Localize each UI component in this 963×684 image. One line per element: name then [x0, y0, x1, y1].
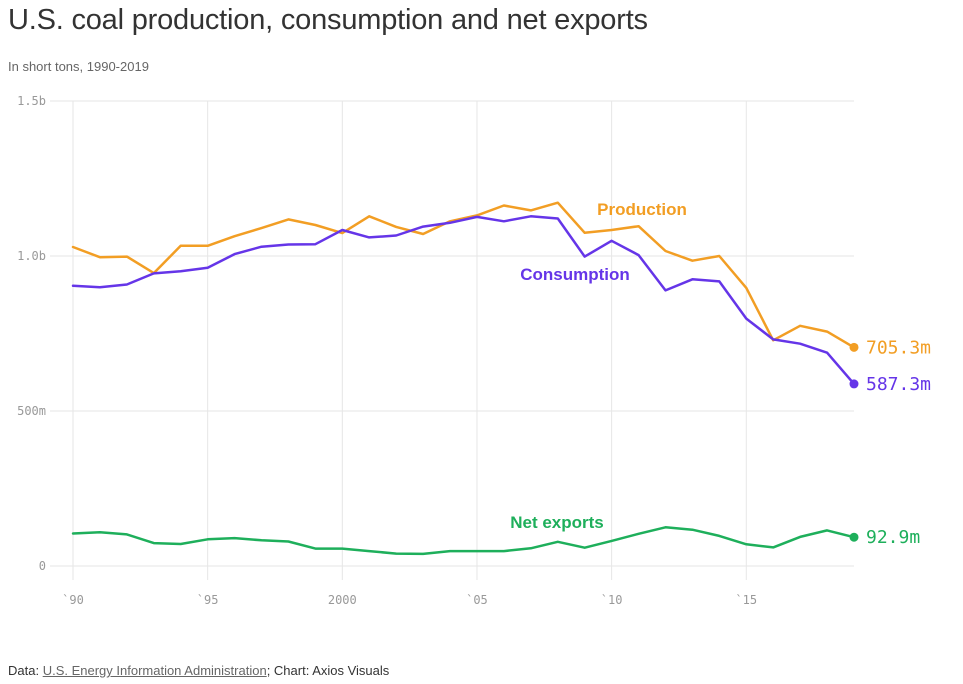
y-axis: 0 500m 1.0b 1.5b [17, 94, 46, 573]
consumption-line [71, 215, 856, 386]
production-label: Production [597, 200, 687, 219]
line-chart: `90 `95 2000 `05 `10 `15 0 500m 1.0b 1.5b 705.3m… [17, 94, 931, 607]
production-end-value: 705.3m [866, 337, 931, 358]
series-lines [71, 201, 859, 556]
net-exports-end-value: 92.9m [866, 527, 920, 548]
footer-suffix: ; Chart: Axios Visuals [266, 663, 390, 678]
x-tick-label: `05 [466, 593, 488, 607]
series-labels: 705.3m Production 587.3m Consumption 92.9m Ne… [510, 200, 931, 548]
consumption-label: Consumption [520, 265, 630, 284]
x-tick-label: `95 [197, 593, 219, 607]
chart-title: U.S. coal production, consumption and ne… [8, 4, 648, 36]
net-exports-line [71, 526, 856, 556]
net-exports-label: Net exports [510, 513, 604, 532]
consumption-end-value: 587.3m [866, 374, 931, 395]
source-link[interactable]: U.S. Energy Information Administration [42, 663, 267, 678]
y-tick-label: 0 [39, 559, 46, 573]
y-tick-label: 500m [17, 404, 46, 418]
y-tick-label: 1.0b [17, 249, 46, 263]
x-axis: `90 `95 2000 `05 `10 `15 [62, 593, 757, 607]
production-line [71, 201, 856, 349]
y-tick-label: 1.5b [17, 94, 46, 108]
production-end-point [849, 342, 859, 352]
x-tick-label: `90 [62, 593, 84, 607]
chart-subtitle: In short tons, 1990-2019 [8, 59, 149, 74]
consumption-end-point [849, 379, 859, 389]
x-tick-label: 2000 [328, 593, 357, 607]
footer-prefix: Data: [8, 663, 43, 678]
x-tick-label: `15 [735, 593, 757, 607]
net-exports-end-point [849, 532, 859, 542]
grid-lines [50, 100, 854, 580]
x-tick-label: `10 [601, 593, 623, 607]
chart-footer: Data: U.S. Energy Information Administra… [8, 663, 389, 678]
